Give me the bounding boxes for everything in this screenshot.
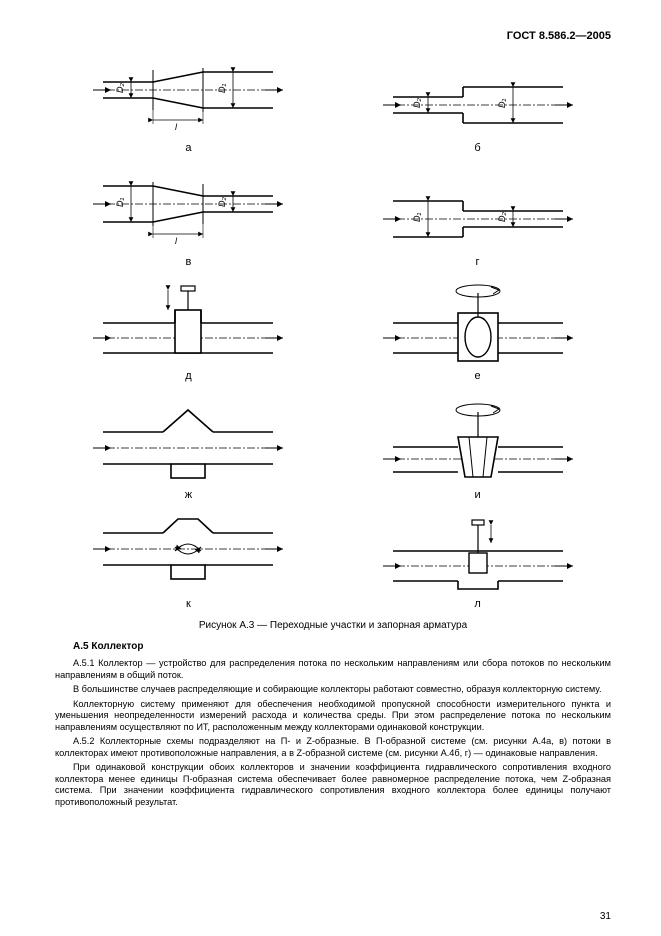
section-title: А.5 Коллектор: [73, 641, 611, 652]
diagram-b: D₂ D₁: [373, 70, 583, 140]
svg-text:D₁: D₁: [497, 99, 507, 108]
figure-area: D₂ D₁ l а: [55, 50, 611, 631]
label-zh: ж: [185, 489, 192, 501]
svg-text:D₂: D₂: [412, 98, 422, 108]
diagram-l: [373, 511, 583, 596]
label-g: г: [476, 256, 480, 268]
para-4: А.5.2 Коллекторные схемы подразделяют на…: [55, 736, 611, 759]
figure-caption: Рисунок А.3 — Переходные участки и запор…: [55, 620, 611, 631]
diagram-zh: [83, 402, 293, 487]
page-number: 31: [600, 911, 611, 922]
svg-text:l: l: [175, 122, 178, 132]
diagram-v: D₁ D₂ l: [83, 164, 293, 254]
page-header: ГОСТ 8.586.2—2005: [55, 30, 611, 42]
label-e: е: [475, 370, 481, 382]
svg-text:D₂: D₂: [217, 197, 227, 207]
diagram-e: [373, 278, 583, 368]
para-2: В большинстве случаев распределяющие и с…: [55, 684, 611, 696]
svg-text:D₁: D₁: [217, 84, 227, 93]
para-1: А.5.1 Коллектор — устройство для распред…: [55, 658, 611, 681]
label-i: и: [474, 489, 480, 501]
svg-text:D₁: D₁: [412, 213, 422, 222]
label-k: к: [186, 598, 191, 610]
diagram-k: [83, 511, 293, 596]
svg-text:D₁: D₁: [115, 198, 125, 207]
label-d: д: [185, 370, 191, 382]
svg-text:D₂: D₂: [497, 212, 507, 222]
svg-text:D₂: D₂: [115, 83, 125, 93]
label-v: в: [186, 256, 192, 268]
label-l: л: [474, 598, 480, 610]
diagram-a: D₂ D₁ l: [83, 50, 293, 140]
diagram-i: [373, 392, 583, 487]
para-3: Коллекторную систему применяют для обесп…: [55, 699, 611, 734]
diagram-g: D₁ D₂: [373, 184, 583, 254]
para-5: При одинаковой конструкции обоих коллект…: [55, 762, 611, 808]
label-a: а: [185, 142, 191, 154]
diagram-d: [83, 278, 293, 368]
svg-text:l: l: [175, 236, 178, 246]
label-b: б: [474, 142, 480, 154]
